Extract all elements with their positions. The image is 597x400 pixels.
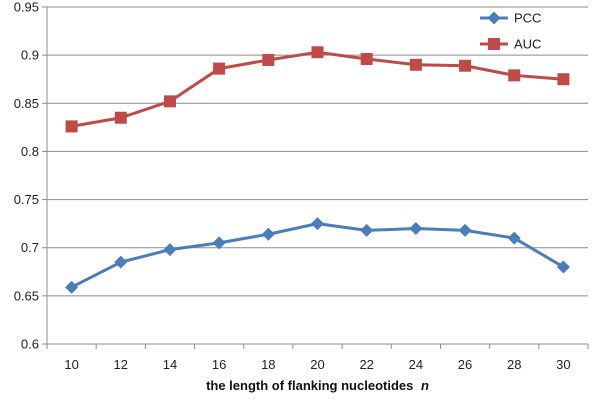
legend-swatch-marker — [488, 38, 500, 50]
data-point-auc — [409, 58, 422, 71]
data-point-auc — [508, 69, 521, 82]
legend-label: PCC — [514, 11, 541, 26]
data-point-pcc — [556, 260, 570, 274]
x-tick-label: 12 — [114, 357, 128, 372]
legend-item-pcc: PCC — [480, 11, 541, 26]
x-tick-label: 16 — [212, 357, 226, 372]
x-axis-title-variable: n — [421, 378, 429, 393]
data-point-pcc — [65, 280, 79, 294]
data-point-pcc — [163, 243, 177, 257]
y-tick-label: 0.6 — [21, 337, 39, 352]
data-point-auc — [311, 46, 324, 59]
x-tick-label: 22 — [359, 357, 373, 372]
data-point-pcc — [261, 227, 275, 241]
series-line-pcc — [70, 222, 565, 289]
data-point-pcc — [311, 217, 324, 231]
data-point-auc — [114, 111, 127, 124]
data-point-auc — [213, 62, 226, 75]
x-tick-label: 10 — [64, 357, 78, 372]
y-tick-label: 0.95 — [14, 0, 39, 15]
legend-swatch-marker — [487, 11, 501, 25]
data-point-pcc — [212, 236, 226, 250]
data-point-auc — [163, 95, 176, 108]
y-tick-label: 0.7 — [21, 240, 39, 255]
series — [65, 46, 570, 294]
data-point-pcc — [360, 223, 374, 237]
data-point-auc — [65, 120, 78, 133]
x-tick-label: 28 — [507, 357, 521, 372]
data-point-auc — [360, 52, 373, 65]
x-tick-label: 24 — [409, 357, 423, 372]
data-point-pcc — [458, 223, 472, 237]
x-tick-label: 30 — [556, 357, 570, 372]
data-point-auc — [262, 53, 275, 66]
x-tick-label: 26 — [458, 357, 472, 372]
x-tick-label: 14 — [163, 357, 177, 372]
x-tick-labels: 10 12 14 16 18 20 22 24 26 28 30 — [46, 344, 589, 372]
y-tick-label: 0.8 — [21, 144, 39, 159]
x-axis-title-text: the length of flanking nucleotides — [206, 378, 413, 393]
y-tick-label: 0.65 — [14, 288, 39, 303]
data-point-auc — [459, 59, 472, 72]
x-tick-label: 20 — [310, 357, 324, 372]
legend: PCC AUC — [480, 11, 541, 52]
y-tick-label: 0.85 — [14, 96, 39, 111]
data-point-auc — [557, 73, 570, 86]
axes — [46, 7, 588, 345]
series-line-auc — [71, 50, 564, 128]
x-tick-label: 18 — [261, 357, 275, 372]
series-pcc — [65, 217, 570, 294]
legend-item-auc: AUC — [480, 37, 541, 52]
y-tick-labels: 0.6 0.65 0.7 0.75 0.8 0.85 0.9 0.95 — [14, 0, 47, 352]
data-point-pcc — [409, 221, 423, 235]
x-axis-title: the length of flanking nucleotides n — [206, 378, 429, 393]
data-point-pcc — [114, 255, 128, 269]
legend-label: AUC — [514, 37, 541, 52]
y-tick-label: 0.75 — [14, 192, 39, 207]
y-tick-label: 0.9 — [21, 48, 39, 63]
series-auc — [65, 46, 570, 133]
data-point-pcc — [507, 231, 521, 245]
